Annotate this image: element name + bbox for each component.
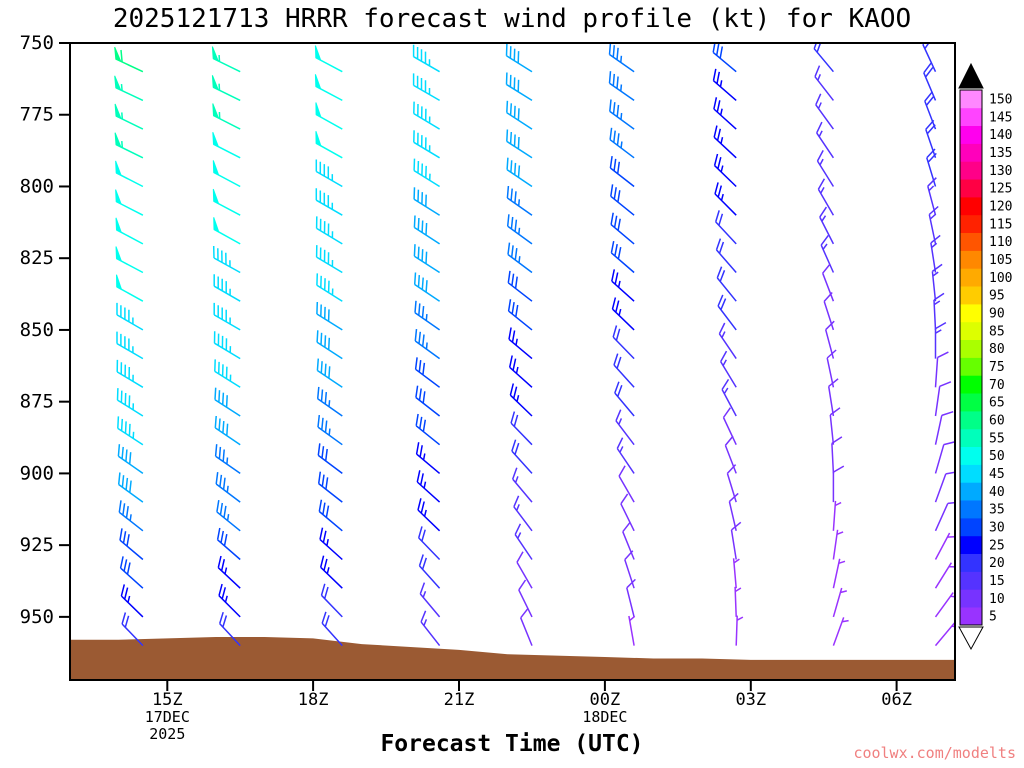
svg-text:825: 825 — [20, 247, 54, 269]
colorbar-under-arrow — [958, 626, 984, 651]
svg-text:03Z: 03Z — [735, 690, 766, 710]
svg-text:95: 95 — [989, 289, 1005, 304]
svg-text:100: 100 — [989, 271, 1012, 286]
svg-text:06Z: 06Z — [881, 690, 912, 710]
watermark-link[interactable]: coolwx.com/modelts — [853, 744, 1016, 762]
svg-text:135: 135 — [989, 146, 1012, 161]
svg-text:00Z: 00Z — [590, 690, 621, 710]
svg-text:55: 55 — [989, 431, 1005, 446]
svg-text:65: 65 — [989, 396, 1005, 411]
svg-text:20: 20 — [989, 556, 1005, 571]
svg-text:140: 140 — [989, 128, 1012, 143]
svg-text:130: 130 — [989, 164, 1012, 179]
svg-text:17DEC: 17DEC — [145, 708, 190, 726]
svg-text:775: 775 — [20, 104, 54, 126]
svg-text:800: 800 — [20, 176, 54, 198]
svg-text:150: 150 — [989, 92, 1012, 107]
svg-text:18DEC: 18DEC — [582, 708, 627, 726]
wind-barbs — [114, 43, 955, 647]
svg-text:115: 115 — [989, 217, 1012, 232]
svg-text:75: 75 — [989, 360, 1005, 375]
svg-text:145: 145 — [989, 110, 1012, 125]
svg-text:925: 925 — [20, 534, 54, 556]
svg-text:850: 850 — [20, 319, 54, 341]
svg-text:105: 105 — [989, 253, 1012, 268]
svg-text:120: 120 — [989, 199, 1012, 214]
y-axis-ticks: 750 775 800 825 850 875 900 925 950 — [20, 32, 70, 628]
colorbar-over-arrow — [958, 62, 984, 89]
svg-text:21Z: 21Z — [444, 690, 475, 710]
svg-text:40: 40 — [989, 485, 1005, 500]
plot-border — [69, 42, 956, 681]
svg-text:35: 35 — [989, 503, 1005, 518]
svg-text:30: 30 — [989, 520, 1005, 535]
svg-text:50: 50 — [989, 449, 1005, 464]
svg-text:45: 45 — [989, 467, 1005, 482]
svg-text:950: 950 — [20, 606, 54, 628]
svg-text:85: 85 — [989, 324, 1005, 339]
svg-text:15Z: 15Z — [152, 690, 183, 710]
svg-text:2025: 2025 — [149, 725, 185, 743]
svg-text:875: 875 — [20, 391, 54, 413]
svg-text:70: 70 — [989, 378, 1005, 393]
svg-text:750: 750 — [20, 32, 54, 54]
svg-text:18Z: 18Z — [298, 690, 329, 710]
x-axis-title: Forecast Time (UTC) — [380, 731, 644, 757]
svg-text:125: 125 — [989, 182, 1012, 197]
svg-text:15: 15 — [989, 574, 1005, 589]
svg-text:10: 10 — [989, 592, 1005, 607]
colorbar: 5 10 15 20 25 30 35 40 45 50 55 60 65 70 75 80 85 90 95 100… — [958, 62, 1012, 651]
terrain-fill — [70, 637, 955, 680]
svg-text:900: 900 — [20, 462, 54, 484]
svg-text:60: 60 — [989, 413, 1005, 428]
svg-text:90: 90 — [989, 306, 1005, 321]
svg-text:25: 25 — [989, 538, 1005, 553]
chart-title: 2025121713 HRRR forecast wind profile (k… — [112, 4, 912, 34]
svg-text:5: 5 — [989, 610, 997, 625]
svg-text:80: 80 — [989, 342, 1005, 357]
svg-text:110: 110 — [989, 235, 1012, 250]
